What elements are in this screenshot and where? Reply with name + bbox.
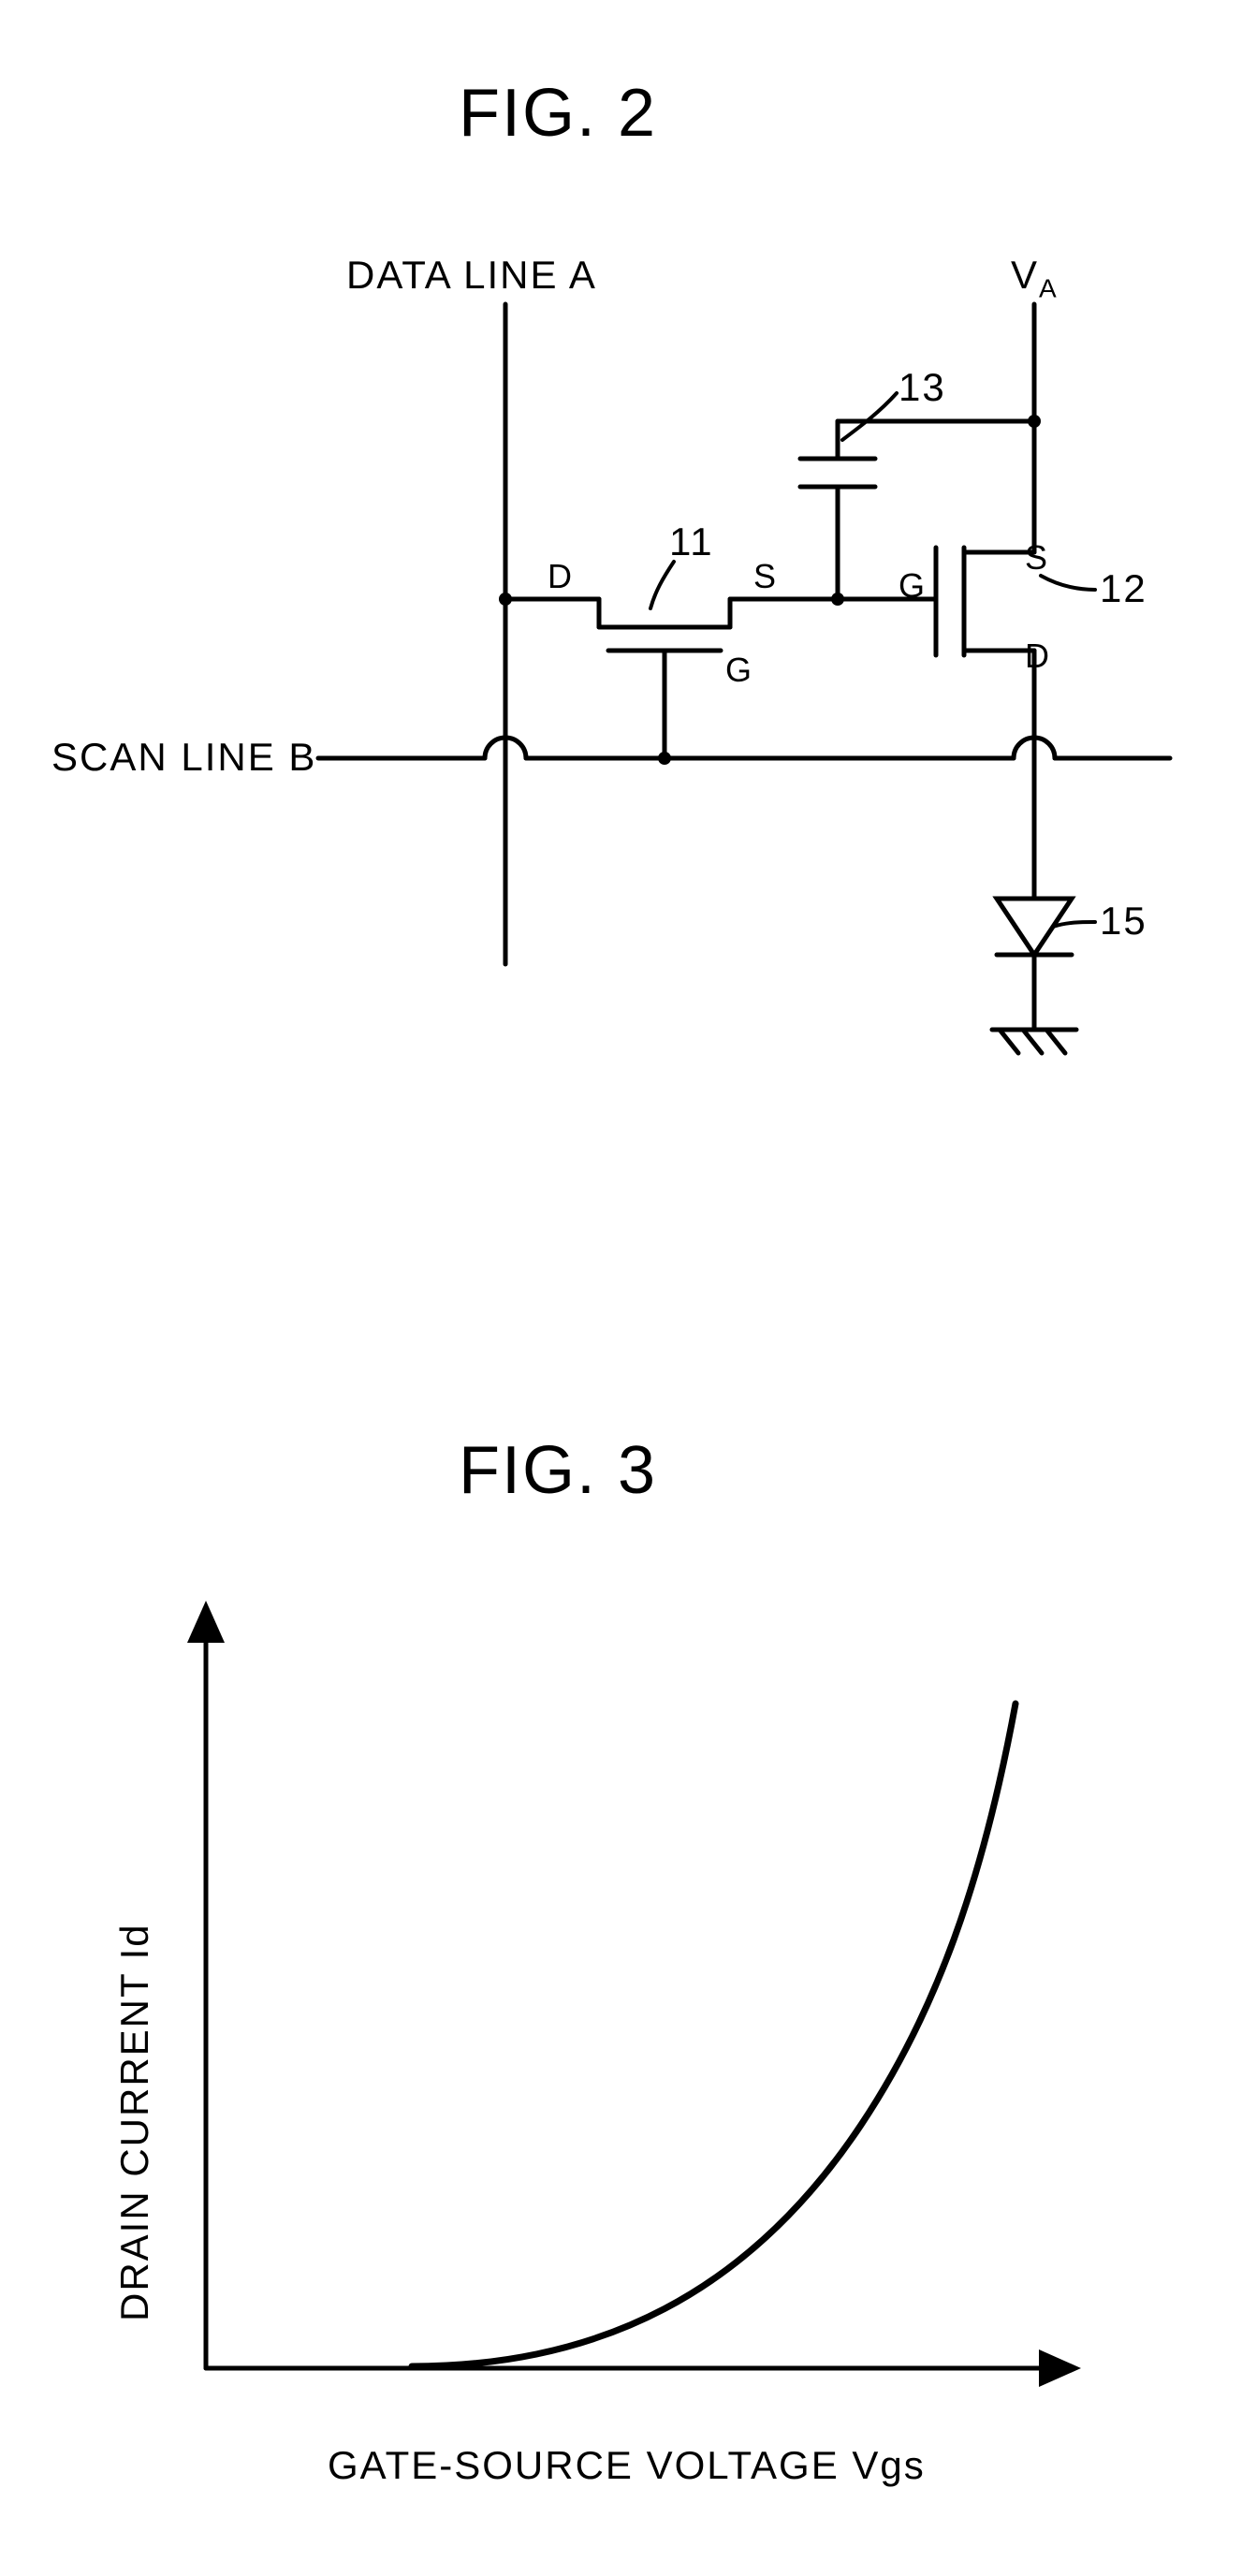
page: FIG. 2 DATA LINE A VA SCAN LINE B 13 11 … [0, 0, 1242, 2576]
fig2-circuit [0, 0, 1242, 1217]
fig3-title: FIG. 3 [459, 1432, 657, 1509]
fig3-chart [0, 1544, 1242, 2574]
